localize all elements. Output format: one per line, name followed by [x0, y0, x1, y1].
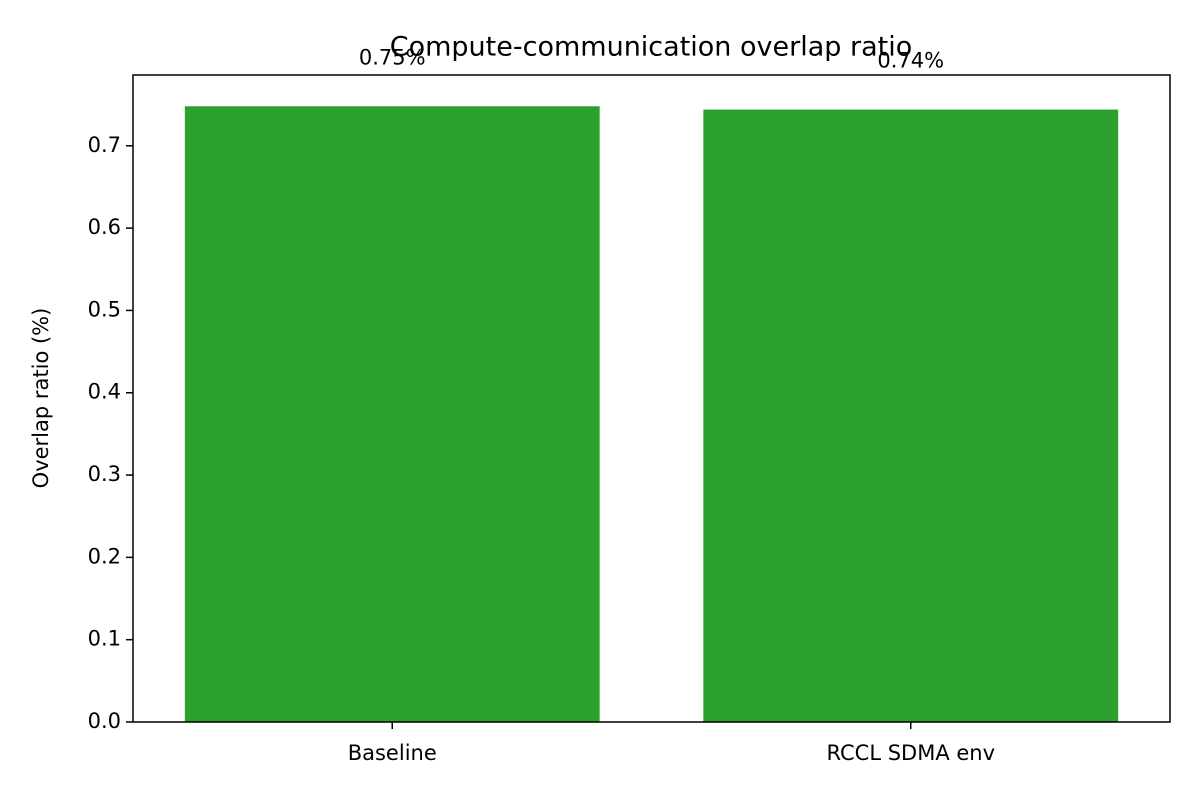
y-tick-label: 0.4 [88, 380, 121, 404]
y-tick-label: 0.1 [88, 627, 121, 651]
y-tick-label: 0.3 [88, 462, 121, 486]
y-tick-label: 0.0 [88, 709, 121, 733]
bar [184, 106, 600, 722]
y-tick-label: 0.7 [88, 133, 121, 157]
chart-title: Compute-communication overlap ratio [390, 32, 912, 63]
plot-frame [132, 74, 1171, 723]
value-label: 0.75% [359, 45, 426, 69]
x-tick-label: RCCL SDMA env [826, 741, 995, 765]
y-tick-label: 0.2 [88, 544, 121, 568]
y-tick-label: 0.5 [88, 297, 121, 321]
y-axis-label: Overlap ratio (%) [29, 308, 53, 489]
bar [703, 109, 1119, 723]
y-tick-label: 0.6 [88, 215, 121, 239]
x-tick-label: Baseline [348, 741, 437, 765]
value-label: 0.74% [877, 49, 944, 73]
